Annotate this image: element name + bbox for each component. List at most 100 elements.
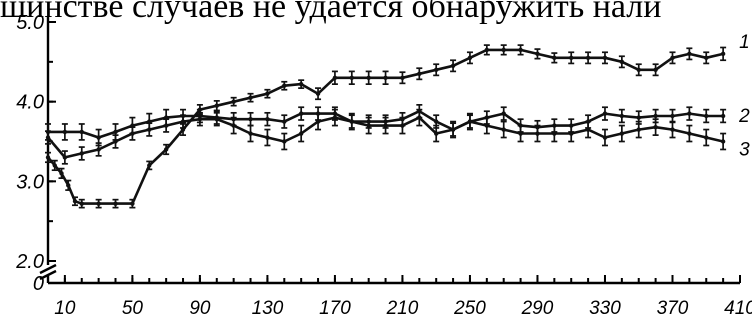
data-point [59, 171, 64, 176]
data-point [670, 55, 675, 61]
y-axis-break-mark [39, 269, 57, 281]
data-point [535, 51, 540, 57]
data-point [45, 135, 51, 140]
data-point [569, 55, 574, 61]
data-point [96, 201, 101, 206]
data-point [720, 51, 726, 57]
data-point [79, 201, 84, 206]
data-point [552, 131, 557, 136]
data-point [248, 131, 253, 136]
data-point [467, 55, 473, 61]
data-point [501, 127, 506, 132]
x-tick-label: 210 [386, 298, 419, 319]
x-tick-label: 50 [122, 298, 144, 319]
data-point [52, 163, 57, 168]
data-point [113, 201, 118, 206]
data-point [636, 127, 641, 132]
data-point [450, 127, 456, 132]
data-point [366, 75, 371, 80]
data-point [636, 115, 641, 120]
data-point [433, 131, 439, 136]
data-point [248, 95, 253, 100]
y-axis-break-mark [39, 263, 57, 275]
data-point [400, 75, 405, 80]
data-point [720, 139, 726, 144]
data-point [214, 116, 219, 122]
data-point [518, 47, 523, 53]
data-point [704, 113, 709, 119]
chart-ticks: 5.0 4.0 3.0 2.00 10 50 90 130 170 210 250 290 330 370… [15, 12, 752, 319]
data-point [180, 119, 186, 124]
x-tick-label: 250 [453, 298, 486, 319]
data-point [670, 127, 675, 132]
data-point [653, 67, 658, 73]
data-point [147, 163, 152, 168]
data-point [720, 113, 726, 119]
data-point [501, 111, 506, 116]
data-point [602, 135, 608, 140]
data-point [265, 91, 270, 96]
data-point [282, 139, 287, 144]
data-point [197, 116, 203, 122]
data-point [79, 151, 84, 156]
data-point [383, 75, 388, 80]
x-tick-label: 410 [724, 298, 752, 319]
y-tick-label: 2.0 [15, 251, 44, 273]
data-point [282, 119, 287, 124]
data-point [96, 135, 101, 140]
data-point [383, 123, 388, 128]
data-point [79, 129, 84, 135]
data-point [282, 83, 287, 88]
top-text-fragment: шинстве случаев не удается обнаружить на… [0, 0, 662, 25]
data-point [62, 129, 68, 135]
x-tick-label: 330 [589, 298, 621, 319]
data-point [231, 123, 236, 128]
data-point [45, 155, 51, 160]
data-point [66, 183, 71, 188]
data-point [535, 131, 540, 136]
data-point [417, 71, 422, 76]
x-tick-label: 90 [189, 298, 211, 319]
series-label-3: 3 [739, 140, 750, 161]
data-point [113, 129, 118, 135]
data-point [484, 123, 490, 128]
data-point [619, 131, 625, 136]
data-point [704, 135, 709, 140]
data-point [163, 147, 169, 152]
x-tick-label: 10 [54, 298, 76, 319]
data-point [72, 199, 78, 204]
data-point [214, 103, 219, 108]
x-tick-label: 290 [521, 298, 554, 319]
x-tick-label: 170 [319, 298, 351, 319]
series-1 [45, 44, 727, 209]
data-point [298, 81, 304, 87]
data-point [130, 201, 135, 206]
data-point [687, 111, 692, 116]
data-point [265, 135, 270, 140]
data-point [366, 123, 371, 128]
data-point [113, 139, 118, 144]
chart-series-labels: 1 2 3 [738, 32, 750, 161]
data-point [467, 119, 473, 124]
data-point [585, 55, 591, 61]
data-point [332, 115, 338, 120]
data-point [349, 119, 355, 124]
data-point [687, 51, 692, 57]
data-point [147, 127, 152, 132]
data-point [636, 67, 641, 73]
series-3 [45, 108, 727, 165]
data-point [349, 75, 355, 80]
data-point [231, 99, 236, 104]
series-label-1: 1 [739, 32, 750, 53]
data-point [569, 131, 574, 136]
data-point [450, 63, 456, 69]
data-point [653, 113, 658, 119]
data-point [687, 131, 692, 136]
data-point [315, 91, 321, 96]
data-point [248, 116, 253, 122]
data-point [163, 123, 169, 128]
data-point [518, 131, 523, 136]
data-point [62, 155, 68, 160]
data-point [619, 59, 625, 65]
